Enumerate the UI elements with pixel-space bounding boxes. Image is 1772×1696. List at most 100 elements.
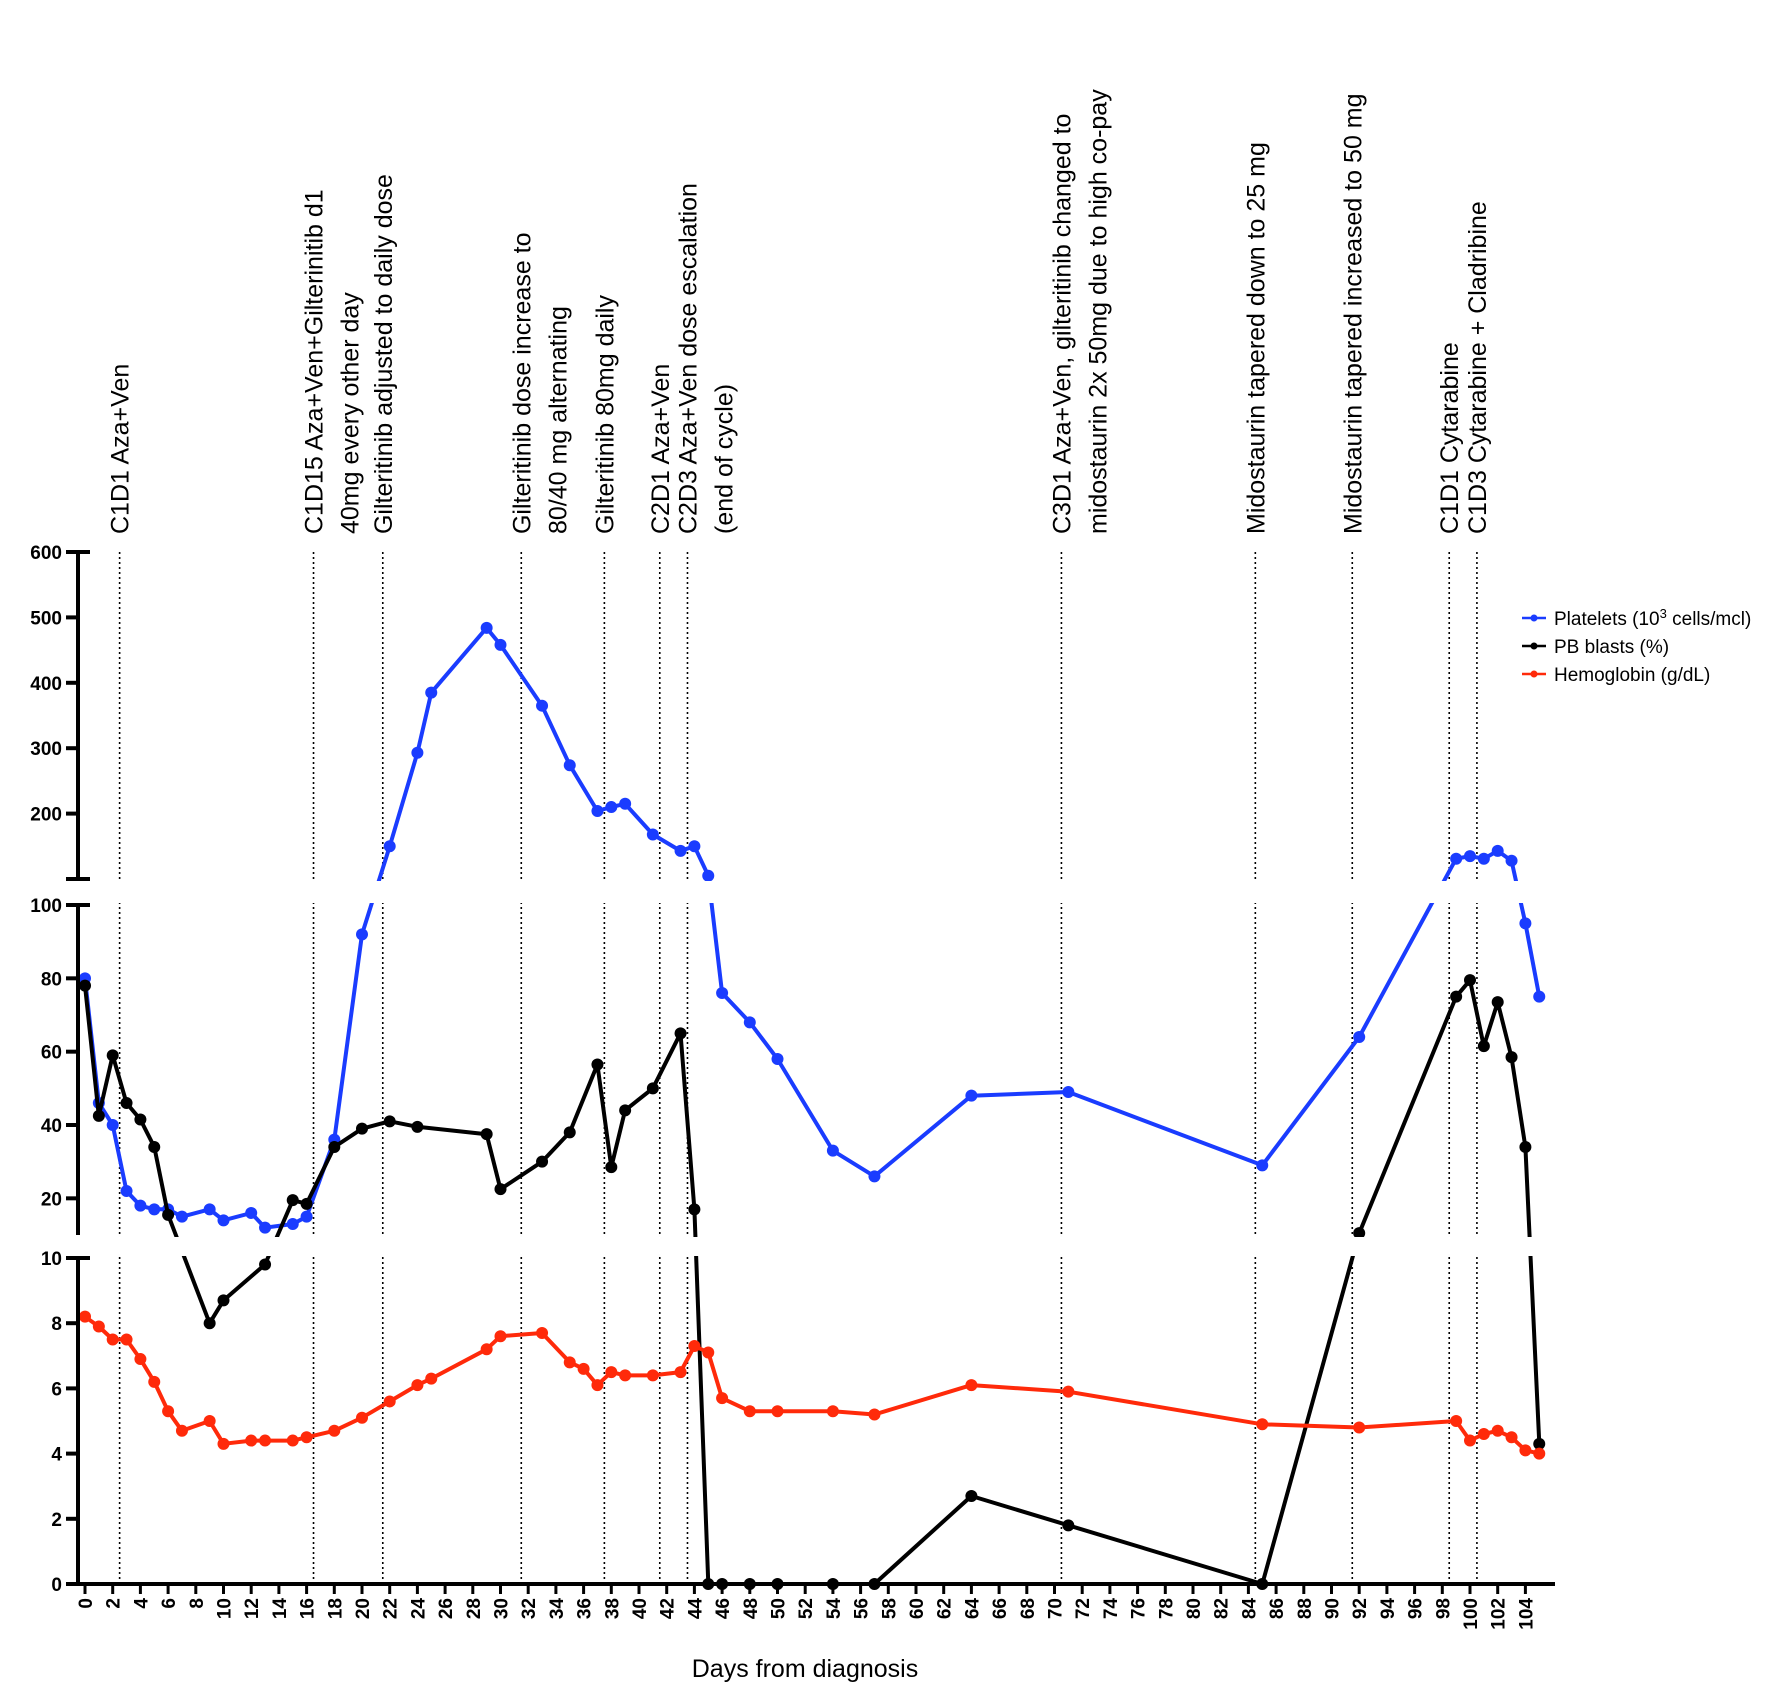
data-point xyxy=(1477,852,1490,865)
data-point xyxy=(259,1434,272,1447)
data-point xyxy=(688,840,701,853)
data-point xyxy=(591,1058,604,1071)
data-point xyxy=(245,1207,258,1219)
x-tick-label: 76 xyxy=(1129,1598,1150,1619)
data-point xyxy=(120,1333,133,1346)
data-point xyxy=(1519,1141,1532,1153)
y-tick-label: 10 xyxy=(41,1249,62,1270)
y-tick-label: 300 xyxy=(30,739,62,760)
data-point xyxy=(425,686,438,699)
data-point xyxy=(674,1366,687,1379)
x-tick-label: 56 xyxy=(852,1598,873,1619)
data-point xyxy=(868,1408,881,1421)
x-tick-label: 12 xyxy=(242,1598,263,1619)
data-point xyxy=(1533,1447,1546,1460)
data-point xyxy=(1450,1415,1463,1427)
data-point xyxy=(286,1218,299,1230)
data-point xyxy=(619,1104,632,1117)
data-point xyxy=(480,621,493,634)
x-tick-label: 96 xyxy=(1406,1598,1427,1619)
x-tick-label: 78 xyxy=(1156,1598,1177,1619)
data-point xyxy=(1062,1519,1075,1532)
x-tick-label: 26 xyxy=(436,1598,457,1619)
annotation-label: 80/40 mg alternating xyxy=(544,306,572,534)
data-point xyxy=(203,1317,216,1330)
data-point xyxy=(106,1119,119,1131)
x-tick-label: 46 xyxy=(713,1598,734,1619)
x-tick-label: 54 xyxy=(824,1598,845,1620)
data-point xyxy=(771,1405,784,1418)
annotation-label: Midostaurin tapered down to 25 mg xyxy=(1242,142,1270,534)
data-point xyxy=(383,1395,396,1408)
data-point xyxy=(536,1326,549,1339)
data-point xyxy=(1464,1434,1476,1447)
annotation-label: C2D3 Aza+Ven dose escalation xyxy=(674,183,702,534)
x-tick-label: 40 xyxy=(630,1598,651,1619)
data-point xyxy=(134,1199,147,1212)
data-point xyxy=(563,1356,576,1369)
data-point xyxy=(203,1203,216,1216)
y-tick-label: 80 xyxy=(41,969,62,990)
data-point xyxy=(674,1027,687,1040)
x-tick-label: 24 xyxy=(408,1598,429,1620)
data-point xyxy=(148,1375,161,1388)
data-point xyxy=(134,1353,147,1366)
x-tick-label: 84 xyxy=(1239,1598,1260,1620)
data-point xyxy=(1505,854,1518,867)
annotation-label: Gilteritinib adjusted to daily dose xyxy=(370,174,398,534)
data-point xyxy=(1477,1040,1490,1053)
data-point xyxy=(702,1346,715,1359)
data-point xyxy=(383,840,396,853)
legend-label: PB blasts (%) xyxy=(1554,637,1669,658)
annotation-label: Midostaurin tapered increased to 50 mg xyxy=(1339,93,1367,534)
data-point xyxy=(106,1333,119,1346)
data-point xyxy=(688,1203,701,1216)
annotation-label: midostaurin 2x 50mg due to high co-pay xyxy=(1084,89,1112,534)
treatment-lines xyxy=(118,552,1478,1584)
x-tick-label: 82 xyxy=(1212,1598,1233,1619)
x-tick-label: 88 xyxy=(1295,1598,1316,1619)
data-point xyxy=(383,1115,396,1128)
x-tick-label: 104 xyxy=(1516,1598,1537,1630)
data-point xyxy=(619,1369,632,1382)
annotation-label: C1D1 Aza+Ven xyxy=(107,364,135,534)
y-tick-label: 20 xyxy=(41,1189,62,1210)
data-point xyxy=(743,1016,756,1029)
data-point xyxy=(175,1210,188,1223)
annotation-label: C2D1 Aza+Ven xyxy=(647,364,675,534)
x-tick-label: 58 xyxy=(879,1598,900,1619)
x-tick-label: 38 xyxy=(602,1598,623,1619)
data-point xyxy=(1519,1444,1532,1457)
data-point xyxy=(494,1330,507,1343)
x-tick-label: 18 xyxy=(325,1598,346,1619)
data-point xyxy=(605,1366,618,1379)
x-tick-label: 20 xyxy=(353,1598,374,1619)
legend-swatch-marker xyxy=(1530,614,1538,622)
data-point xyxy=(300,1197,313,1210)
data-point xyxy=(716,987,729,999)
data-point xyxy=(286,1194,299,1207)
x-tick-label: 14 xyxy=(270,1598,291,1620)
annotation-label: Gilteritinib 80mg daily xyxy=(591,295,619,534)
data-point xyxy=(536,699,549,712)
data-point xyxy=(1491,1424,1504,1437)
y-tick-label: 4 xyxy=(51,1445,62,1466)
x-tick-label: 74 xyxy=(1101,1598,1122,1620)
axis-breaks xyxy=(82,881,1559,1256)
data-point xyxy=(646,828,659,841)
x-tick-label: 0 xyxy=(76,1598,97,1609)
data-point xyxy=(106,1049,119,1062)
x-tick-label: 2 xyxy=(104,1598,125,1609)
data-point xyxy=(1519,917,1532,930)
axis-break-gap xyxy=(82,881,1559,903)
data-point xyxy=(563,1126,576,1139)
x-tick-label: 36 xyxy=(575,1598,596,1619)
x-tick-label: 28 xyxy=(464,1598,485,1619)
annotation-label: (end of cycle) xyxy=(710,384,738,534)
y-tick-label: 600 xyxy=(30,543,62,564)
data-point xyxy=(965,1089,978,1102)
legend: Platelets (103 cells/mcl) PB blasts (%) He… xyxy=(1522,606,1751,686)
data-point xyxy=(646,1082,659,1095)
data-point xyxy=(92,1320,105,1333)
annotation-label: C1D1 Cytarabine xyxy=(1436,342,1464,534)
